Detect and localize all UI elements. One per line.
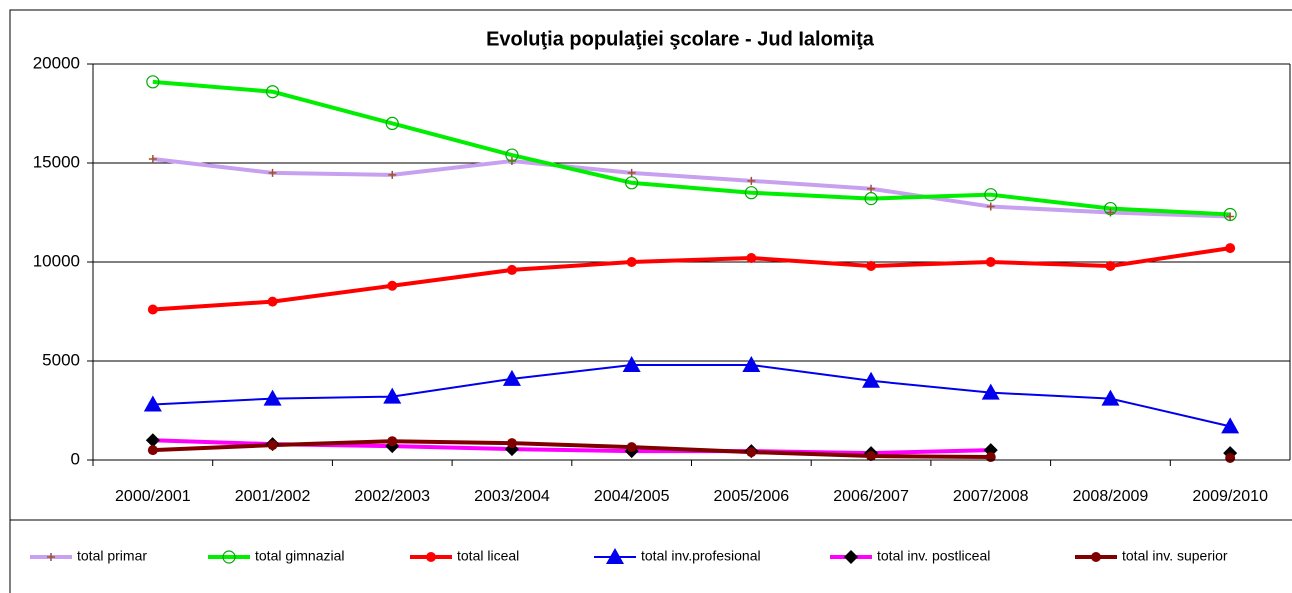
data-point xyxy=(864,192,878,206)
legend-label: total inv.profesional xyxy=(641,548,761,564)
data-point xyxy=(1106,208,1115,217)
y-tick-label: 20000 xyxy=(33,53,80,72)
data-point xyxy=(746,447,757,458)
data-point xyxy=(263,389,282,406)
data-point xyxy=(625,176,639,190)
data-point xyxy=(626,442,637,453)
data-point xyxy=(265,85,280,99)
legend-label: total liceal xyxy=(457,548,519,564)
data-point xyxy=(145,433,160,448)
chart-frame xyxy=(9,9,1292,593)
series-line xyxy=(152,363,1231,428)
x-tick-label: 2008/2009 xyxy=(1073,488,1149,505)
data-point xyxy=(981,383,1000,400)
legend-marker xyxy=(606,548,624,564)
data-point xyxy=(866,451,877,462)
data-point xyxy=(502,369,521,386)
data-point xyxy=(388,170,397,179)
data-point xyxy=(387,436,398,447)
data-point xyxy=(385,116,399,131)
x-tick-label: 2000/2001 xyxy=(115,488,191,505)
data-point xyxy=(747,176,756,185)
legend-marker xyxy=(1091,552,1101,562)
data-point xyxy=(1101,389,1120,406)
y-tick-label: 15000 xyxy=(33,152,80,171)
data-point xyxy=(985,257,996,267)
series-line xyxy=(152,157,1231,219)
data-point xyxy=(862,371,881,388)
data-point xyxy=(626,257,637,267)
data-point xyxy=(143,395,162,412)
data-point xyxy=(986,202,995,211)
data-point xyxy=(1225,243,1236,254)
x-tick-label: 2005/2006 xyxy=(714,488,790,505)
data-point xyxy=(984,188,998,202)
data-point xyxy=(744,186,758,200)
chart-title: Evoluţia populaţiei şcolare - Jud Ialomi… xyxy=(486,28,875,50)
data-point xyxy=(506,438,517,449)
data-point xyxy=(147,445,158,456)
data-point xyxy=(1223,207,1237,222)
legend-label: total inv. postliceal xyxy=(877,548,990,564)
data-point xyxy=(267,440,278,451)
data-point xyxy=(148,155,157,164)
data-point xyxy=(387,280,398,291)
x-tick-label: 2002/2003 xyxy=(354,488,430,505)
data-point xyxy=(268,168,277,177)
data-point xyxy=(746,253,757,264)
legend-label: total inv. superior xyxy=(1122,548,1228,564)
legend-marker xyxy=(426,552,436,562)
x-tick-label: 2004/2005 xyxy=(594,488,670,505)
legend-label: total primar xyxy=(77,548,147,564)
data-point xyxy=(866,260,877,271)
data-point xyxy=(1221,417,1240,434)
data-point xyxy=(622,355,641,372)
y-tick-label: 0 xyxy=(71,449,80,468)
legend-marker xyxy=(844,550,858,564)
data-point xyxy=(1225,453,1236,464)
data-point xyxy=(267,296,278,307)
data-point xyxy=(742,355,761,372)
x-tick-label: 2006/2007 xyxy=(833,488,909,505)
series-line xyxy=(152,79,1231,217)
y-tick-label: 5000 xyxy=(42,350,80,369)
data-point xyxy=(627,168,636,177)
data-point xyxy=(1105,260,1116,271)
x-tick-label: 2003/2004 xyxy=(474,488,550,505)
data-point xyxy=(1103,201,1118,216)
legend-label: total gimnazial xyxy=(255,548,345,564)
legend-marker xyxy=(47,553,55,561)
y-tick-label: 10000 xyxy=(33,251,80,270)
data-point xyxy=(505,148,519,162)
x-tick-label: 2001/2002 xyxy=(235,488,311,505)
data-point xyxy=(383,387,402,404)
x-tick-label: 2009/2010 xyxy=(1192,488,1268,505)
series-line xyxy=(153,441,1230,458)
data-point xyxy=(506,264,517,275)
data-point xyxy=(147,304,158,315)
data-point xyxy=(867,184,876,193)
data-point xyxy=(985,452,996,463)
legend-marker xyxy=(222,550,236,564)
series-line xyxy=(152,246,1231,312)
data-point xyxy=(1226,212,1235,221)
x-tick-label: 2007/2008 xyxy=(953,488,1029,505)
data-point xyxy=(146,75,160,89)
